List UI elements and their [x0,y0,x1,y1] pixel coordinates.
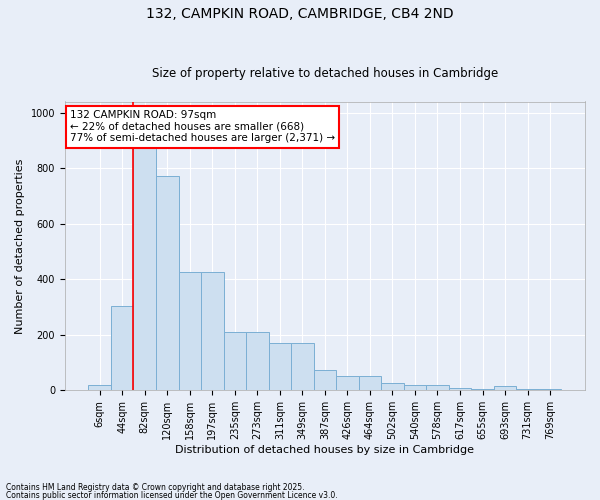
Text: Contains HM Land Registry data © Crown copyright and database right 2025.: Contains HM Land Registry data © Crown c… [6,484,305,492]
Bar [359,376,381,390]
Bar [224,332,246,390]
Bar [494,386,517,390]
Bar [201,272,224,390]
Bar [314,370,336,390]
Bar [111,306,133,390]
Bar [336,376,359,390]
Bar [517,389,539,390]
Bar [404,386,426,390]
Bar [291,343,314,390]
Bar [156,176,179,390]
Bar [426,386,449,390]
Bar [539,389,562,390]
Y-axis label: Number of detached properties: Number of detached properties [15,158,25,334]
Bar [269,343,291,390]
Bar [449,388,471,390]
Text: Contains public sector information licensed under the Open Government Licence v3: Contains public sector information licen… [6,490,338,500]
Bar [471,389,494,390]
X-axis label: Distribution of detached houses by size in Cambridge: Distribution of detached houses by size … [175,445,475,455]
Bar [381,382,404,390]
Text: 132, CAMPKIN ROAD, CAMBRIDGE, CB4 2ND: 132, CAMPKIN ROAD, CAMBRIDGE, CB4 2ND [146,8,454,22]
Bar [133,121,156,390]
Bar [179,272,201,390]
Bar [88,385,111,390]
Text: 132 CAMPKIN ROAD: 97sqm
← 22% of detached houses are smaller (668)
77% of semi-d: 132 CAMPKIN ROAD: 97sqm ← 22% of detache… [70,110,335,144]
Bar [246,332,269,390]
Title: Size of property relative to detached houses in Cambridge: Size of property relative to detached ho… [152,66,498,80]
